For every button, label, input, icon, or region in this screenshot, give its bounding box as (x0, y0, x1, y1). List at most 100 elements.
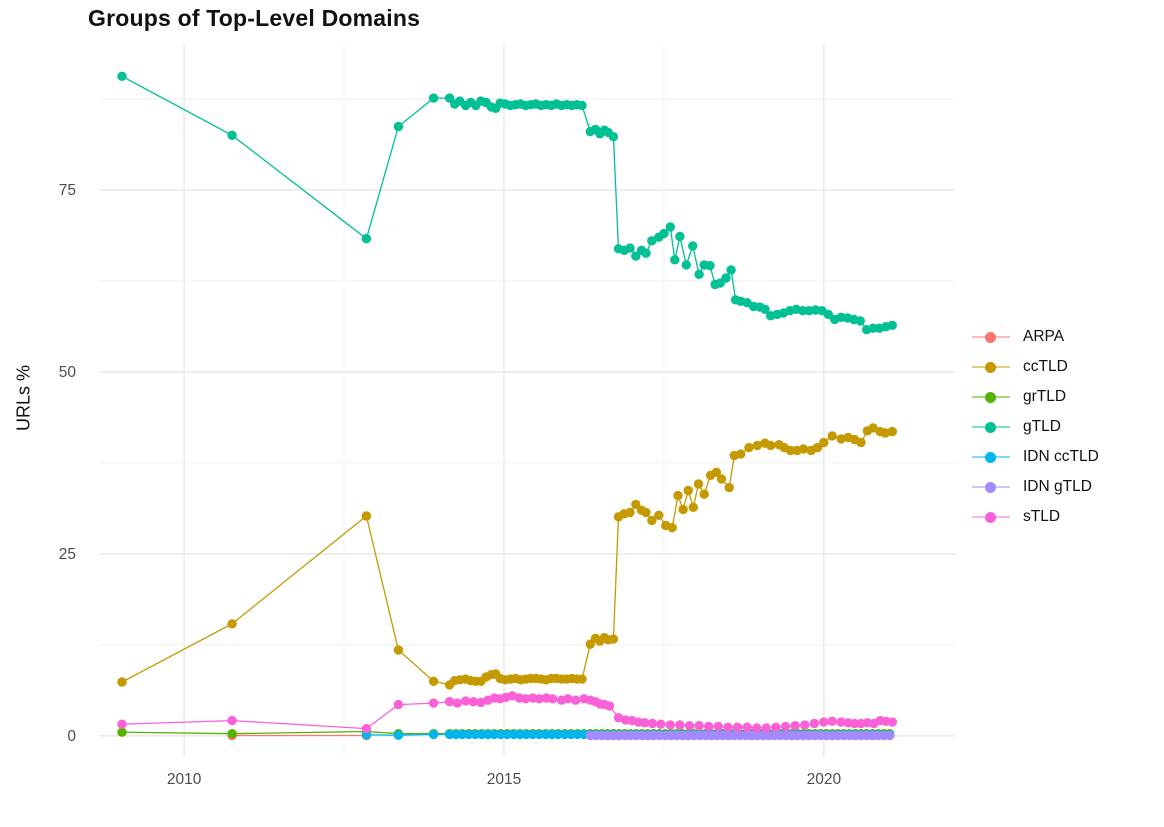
data-point-stld (647, 718, 658, 729)
legend-label: ARPA (1023, 328, 1065, 345)
series-line-gtld (121, 75, 893, 331)
data-point-stld (117, 719, 127, 729)
data-point-gtld (608, 132, 619, 142)
data-point-idn-gtld (885, 730, 895, 741)
data-point-cctld (887, 426, 897, 437)
data-point-gtld (393, 121, 404, 132)
data-point-gtld (760, 304, 770, 314)
data-point-stld (790, 721, 800, 731)
series-line-cctld (121, 427, 893, 686)
data-point-stld (452, 698, 462, 708)
data-point-stld (723, 722, 733, 732)
data-point-cctld (766, 440, 776, 451)
data-point-cctld (393, 645, 404, 655)
data-point-cctld (647, 515, 657, 526)
legend-item-cctld: ccTLD (972, 352, 1099, 382)
legend-key-icon (972, 331, 1010, 343)
data-point-cctld (678, 504, 688, 515)
y-tick-label: 0 (67, 728, 76, 745)
legend-label: ccTLD (1023, 358, 1068, 375)
legend: ARPA ccTLD grTLD gTLD IDN ccTLD IDN gTLD sTLD (972, 322, 1099, 532)
data-point-cctld (688, 502, 698, 512)
data-point-stld (694, 721, 704, 731)
data-point-stld (771, 722, 781, 732)
data-point-gtld (641, 248, 651, 258)
legend-item-gtld: gTLD (972, 412, 1099, 442)
x-tick-label: 2010 (167, 771, 202, 788)
x-tick-label: 2020 (807, 771, 842, 788)
data-point-cctld (836, 434, 846, 444)
data-point-cctld (798, 444, 809, 454)
data-point-stld (809, 718, 819, 729)
data-point-idn-cctld (393, 730, 404, 740)
legend-key-dot (985, 421, 996, 433)
data-point-gtld (721, 273, 731, 283)
data-point-stld (684, 721, 695, 731)
data-point-stld (732, 722, 743, 732)
y-axis-title: URLs % (13, 364, 34, 432)
legend-label: IDN gTLD (1023, 478, 1092, 495)
legend-key-dot (985, 331, 996, 343)
data-point-gtld (647, 236, 657, 246)
data-point-gtld (675, 231, 685, 242)
data-point-gtld (855, 316, 865, 326)
data-point-cctld (625, 507, 635, 518)
chart-title: Groups of Top-Level Domains (88, 5, 421, 31)
data-point-cctld (880, 428, 890, 438)
legend-item-stld: sTLD (972, 502, 1099, 532)
data-point-stld (742, 722, 752, 732)
data-point-stld (428, 698, 439, 708)
data-point-cctld (868, 423, 878, 433)
data-point-cctld (631, 499, 641, 510)
data-point-cctld (744, 442, 754, 453)
legend-label: grTLD (1023, 388, 1067, 405)
legend-key-icon (972, 361, 1010, 373)
data-point-stld (563, 694, 573, 704)
legend-key-icon (972, 421, 1010, 433)
data-point-stld (887, 717, 897, 727)
data-point-cctld (812, 442, 823, 453)
data-point-cctld (117, 677, 127, 687)
data-point-cctld (683, 485, 693, 496)
legend-key-dot (985, 391, 996, 403)
x-tick-label: 2015 (487, 771, 521, 788)
data-point-stld (460, 696, 471, 706)
data-point-cctld (716, 474, 727, 484)
data-point-stld (836, 717, 846, 727)
data-point-cctld (428, 676, 439, 686)
data-point-stld (827, 716, 837, 726)
legend-key-icon (972, 481, 1010, 493)
data-point-gtld (887, 320, 897, 330)
data-point-gtld (361, 234, 372, 244)
legend-key-dot (985, 451, 996, 463)
data-point-stld (393, 699, 404, 710)
legend-key-icon (972, 511, 1010, 523)
data-point-cctld (752, 440, 762, 451)
data-point-stld (361, 723, 372, 734)
legend-key-icon (972, 391, 1010, 403)
data-point-stld (534, 694, 544, 704)
legend-key-icon (972, 451, 1010, 463)
legend-item-grtld: grTLD (972, 382, 1099, 412)
data-point-gtld (631, 251, 641, 261)
data-point-stld (713, 721, 723, 732)
legend-item-idn-gtld: IDN gTLD (972, 472, 1099, 502)
data-point-cctld (577, 674, 587, 684)
data-point-stld (656, 719, 666, 729)
data-point-gtld (823, 309, 833, 320)
data-point-cctld (856, 437, 866, 448)
data-point-stld (227, 715, 237, 726)
data-point-cctld (827, 431, 837, 441)
legend-key-dot (985, 481, 996, 493)
data-point-gtld (665, 222, 675, 232)
y-tick-label: 75 (59, 182, 76, 199)
data-point-grtld (227, 729, 237, 739)
data-point-gtld (705, 260, 715, 271)
data-point-cctld (641, 507, 651, 518)
data-point-stld (476, 697, 486, 708)
y-tick-label: 50 (59, 364, 77, 381)
data-point-idn-cctld (428, 729, 439, 740)
data-point-gtld (726, 265, 736, 275)
data-point-cctld (711, 467, 722, 477)
data-point-gtld (227, 130, 237, 140)
